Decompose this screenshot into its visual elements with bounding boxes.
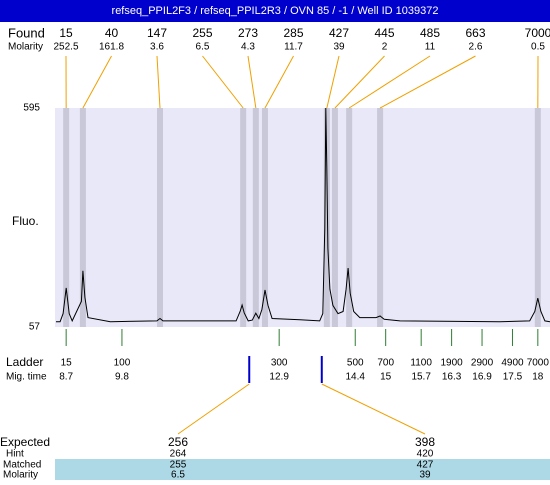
peak-band	[157, 108, 163, 327]
peak-connector	[248, 56, 256, 108]
ladder-time: 9.8	[115, 372, 129, 383]
y-tick-label: 595	[23, 103, 40, 114]
found-molarity: 11.7	[284, 42, 303, 53]
y-tick-label: 57	[29, 322, 41, 333]
title: refseq_PPIL2F3 / refseq_PPIL2R3 / OVN 85…	[112, 5, 439, 17]
found-molarity: 3.6	[150, 42, 164, 53]
matched-molarity: 6.5	[171, 470, 185, 480]
ladder-time: 18	[532, 372, 544, 383]
ladder-size: 2900	[471, 358, 494, 369]
ladder-size: 15	[61, 358, 73, 369]
expected-size: 256	[168, 435, 188, 449]
peak-connector	[335, 56, 385, 108]
peak-connector	[83, 56, 112, 108]
expected-size: 398	[415, 435, 435, 449]
ladder-size: 4900	[501, 358, 524, 369]
found-size: 273	[238, 26, 258, 40]
plot-area	[55, 108, 550, 327]
matched-row-bg	[55, 459, 550, 480]
peak-band	[253, 108, 259, 327]
matched-molarity: 39	[419, 470, 431, 480]
ladder-size: 1100	[410, 358, 432, 369]
peak-connector	[157, 56, 160, 108]
ladder-size: 1900	[440, 358, 463, 369]
ladder-time: 15.7	[411, 372, 431, 383]
ladder-size: 700	[377, 358, 394, 369]
ladder-time: 16.3	[442, 372, 462, 383]
peak-connector	[265, 56, 294, 108]
peak-band	[262, 108, 268, 327]
ladder-time: 12.9	[269, 372, 289, 383]
ladder-size: 300	[271, 358, 288, 369]
found-molarity: 0.5	[531, 42, 545, 53]
found-size: 445	[374, 26, 394, 40]
peak-band	[346, 108, 352, 327]
expected-connector	[322, 384, 425, 434]
found-molarity: 161.8	[99, 42, 124, 53]
hint-size: 264	[170, 449, 187, 460]
found-size: 427	[329, 26, 349, 40]
found-size: 147	[147, 26, 167, 40]
peak-band	[332, 108, 338, 327]
hint-size: 420	[417, 449, 434, 460]
found-molarity: 39	[333, 42, 345, 53]
found-size: 7000	[525, 26, 550, 40]
ladder-size: 7000	[527, 358, 550, 369]
found-molarity: 2.6	[469, 42, 483, 53]
found-size: 40	[105, 26, 119, 40]
peak-band	[240, 108, 246, 327]
expected-connector	[178, 384, 249, 434]
found-molarity: 11	[425, 42, 436, 53]
peak-band	[535, 108, 541, 327]
molarity-row-label: Molarity	[3, 470, 38, 480]
ladder-time: 16.9	[472, 372, 492, 383]
found-size: 285	[283, 26, 303, 40]
peak-connector	[327, 56, 339, 108]
peak-connector	[380, 56, 475, 108]
found-molarity: 4.3	[241, 42, 255, 53]
expected-label: Expected	[0, 435, 50, 449]
peak-connector	[203, 56, 244, 108]
ladder-time: 8.7	[59, 372, 73, 383]
molarity-label: Molarity	[8, 42, 43, 53]
ladder-time: 14.4	[346, 372, 366, 383]
ladder-size: 100	[114, 358, 131, 369]
y-axis-label: Fluo.	[12, 214, 39, 228]
ladder-time: 17.5	[503, 372, 523, 383]
hint-label: Hint	[6, 449, 24, 460]
ladder-label: Ladder	[6, 355, 43, 369]
found-size: 255	[192, 26, 212, 40]
found-size: 15	[59, 26, 73, 40]
peak-connector	[349, 56, 430, 108]
ladder-time: 15	[380, 372, 392, 383]
found-molarity: 252.5	[53, 42, 78, 53]
ladder-size: 500	[347, 358, 364, 369]
peak-band	[377, 108, 383, 327]
found-size: 485	[420, 26, 440, 40]
mig-time-label: Mig. time	[6, 372, 47, 383]
peak-band	[63, 108, 69, 327]
found-size: 663	[465, 26, 485, 40]
found-molarity: 2	[382, 42, 388, 53]
found-molarity: 6.5	[196, 42, 210, 53]
found-label: Found	[8, 25, 45, 40]
